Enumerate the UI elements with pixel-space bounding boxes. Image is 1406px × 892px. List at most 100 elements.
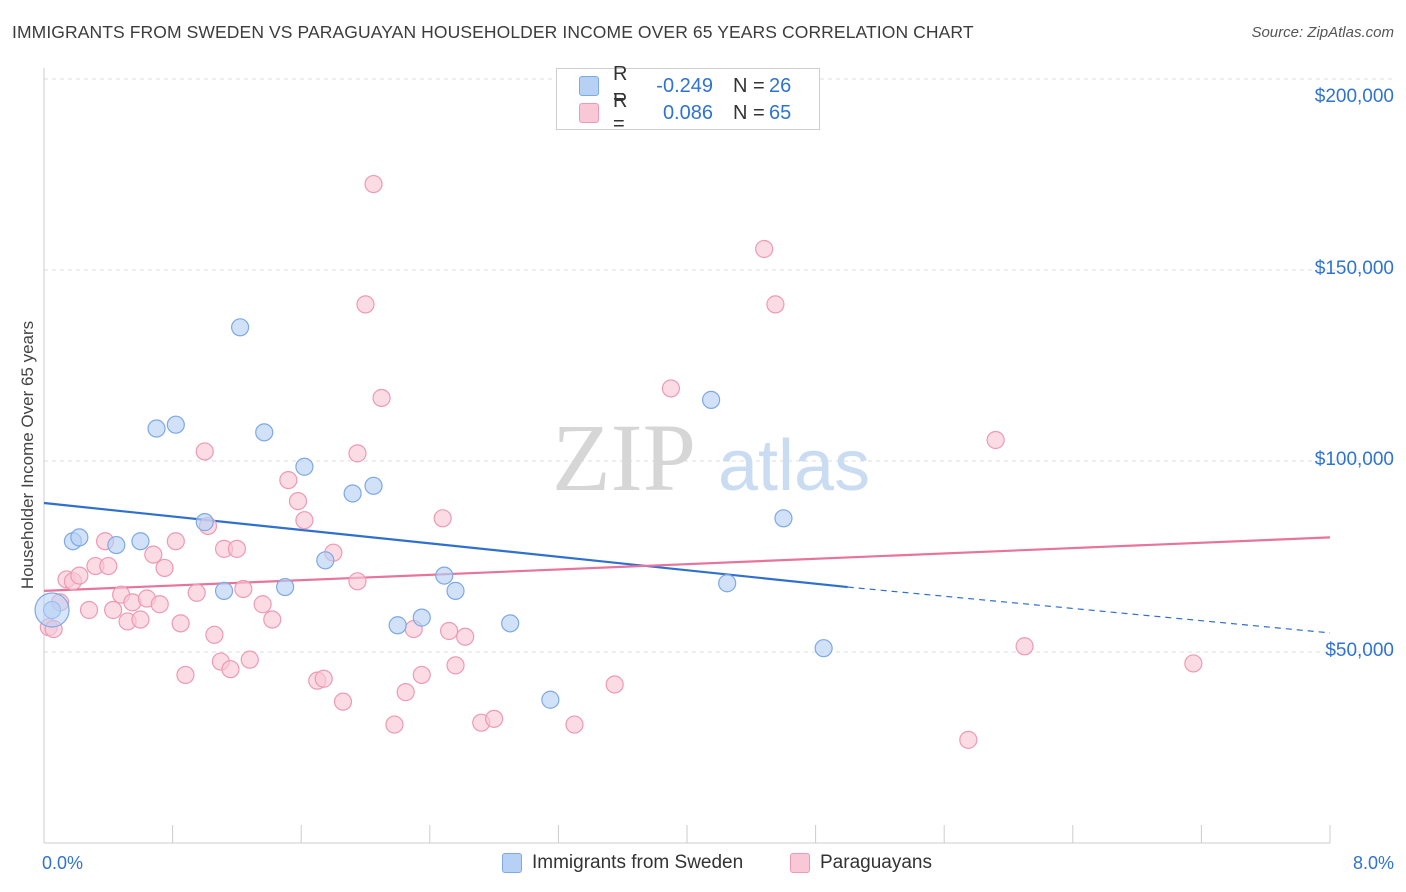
source-label: Source: ZipAtlas.com [1251, 24, 1394, 41]
bottom-legend-swatch-paraguayans [790, 853, 810, 873]
point-sweden [364, 476, 383, 495]
point-paraguayans [485, 709, 504, 728]
legend-n-value: 65 [769, 101, 792, 124]
point-paraguayans [348, 444, 367, 463]
point-sweden [388, 616, 407, 635]
y-tick-label-100000: $100,000 [1314, 449, 1394, 470]
point-paraguayans [1015, 637, 1034, 656]
point-paraguayans [195, 442, 214, 461]
point-paraguayans [433, 509, 452, 528]
point-sweden [541, 690, 560, 709]
y-axis-label: Householder Income Over 65 years [18, 320, 37, 590]
point-paraguayans [385, 715, 404, 734]
point-sweden [214, 581, 234, 600]
point-paraguayans [155, 558, 174, 578]
trend-line-paraguayans [43, 536, 1331, 592]
bottom-legend-label-sweden: Immigrants from Sweden [532, 852, 744, 873]
legend-r-label: R = [613, 90, 628, 135]
bottom-legend-paraguayans: Paraguayans [790, 852, 932, 874]
point-sweden [814, 639, 833, 658]
point-paraguayans [295, 511, 314, 530]
point-sweden [255, 423, 274, 442]
point-paraguayans [288, 492, 308, 511]
point-sweden [107, 535, 126, 555]
point-paraguayans [372, 388, 391, 408]
point-sweden [718, 574, 737, 593]
point-sweden [702, 390, 721, 409]
point-paraguayans [70, 566, 89, 585]
point-paraguayans [240, 650, 259, 669]
y-tick-label-200000: $200,000 [1314, 86, 1394, 107]
legend-r-value: -0.249 [656, 74, 713, 97]
point-paraguayans [456, 627, 475, 646]
point-sweden [195, 513, 214, 532]
point-paraguayans [166, 532, 185, 551]
trend-line-sweden [43, 501, 848, 589]
trend-line-sweden-extension [847, 586, 1331, 634]
point-paraguayans [263, 610, 282, 629]
point-paraguayans [356, 295, 375, 314]
point-paraguayans [766, 295, 785, 314]
point-sweden [131, 532, 150, 551]
point-sweden [316, 551, 335, 570]
legend-r-value: 0.086 [662, 101, 713, 124]
point-paraguayans [605, 675, 624, 694]
y-tick-label-50000: $50,000 [1325, 640, 1394, 661]
bottom-legend-sweden: Immigrants from Sweden [502, 852, 743, 874]
point-paraguayans [396, 683, 415, 702]
point-sweden [774, 509, 793, 528]
trend-lines [43, 501, 1331, 634]
point-paraguayans [333, 692, 353, 711]
point-paraguayans [176, 665, 195, 685]
point-sweden [276, 577, 295, 597]
point-paraguayans [1184, 654, 1203, 673]
point-paraguayans [221, 660, 240, 679]
correlation-legend: R = -0.249 N = 26 R = 0.086 N = 65 [556, 63, 820, 135]
point-sweden [295, 457, 314, 476]
axes [43, 68, 1331, 844]
point-paraguayans [446, 656, 465, 675]
point-sweden [343, 484, 362, 503]
point-paraguayans [79, 600, 99, 620]
point-paraguayans [755, 239, 774, 259]
point-paraguayans [348, 572, 367, 591]
legend-row-sweden: R = -0.249 N = 26 [579, 63, 791, 108]
point-sweden [446, 581, 465, 600]
watermark-atlas: atlas [718, 426, 870, 506]
legend-n-label: N = [733, 101, 765, 124]
point-paraguayans [364, 174, 383, 194]
point-paraguayans [253, 595, 272, 614]
point-paraguayans [187, 583, 206, 602]
bottom-legend-label-paraguayans: Paraguayans [820, 852, 932, 873]
y-tick-label-150000: $150,000 [1314, 258, 1394, 279]
point-sweden-cluster [34, 592, 70, 628]
point-sweden [231, 318, 250, 337]
data-points [34, 174, 1203, 749]
legend-n-label: N = [733, 74, 765, 97]
point-paraguayans [144, 545, 163, 564]
point-paraguayans [314, 669, 333, 688]
x-tick-label-min: 0.0% [42, 853, 84, 873]
point-paraguayans [959, 730, 978, 749]
point-paraguayans [565, 715, 584, 734]
point-paraguayans [150, 595, 169, 614]
x-tick-label-max: 8.0% [1352, 853, 1394, 873]
point-paraguayans [171, 614, 190, 633]
legend-row-paraguayans: R = 0.086 N = 65 [579, 90, 792, 135]
point-paraguayans [104, 600, 123, 620]
point-paraguayans [131, 610, 150, 629]
point-sweden [501, 614, 520, 633]
legend-r-label: R = [613, 63, 628, 108]
point-paraguayans [986, 430, 1005, 450]
watermark-zip: ZIP [552, 404, 696, 511]
point-sweden [147, 419, 166, 438]
point-paraguayans [661, 379, 681, 398]
point-sweden [166, 415, 185, 434]
point-paraguayans [439, 621, 459, 641]
point-paraguayans [99, 556, 118, 576]
point-paraguayans [412, 665, 431, 685]
bottom-legend-swatch-sweden [502, 853, 522, 873]
point-paraguayans [279, 471, 298, 490]
point-paraguayans [227, 539, 246, 558]
